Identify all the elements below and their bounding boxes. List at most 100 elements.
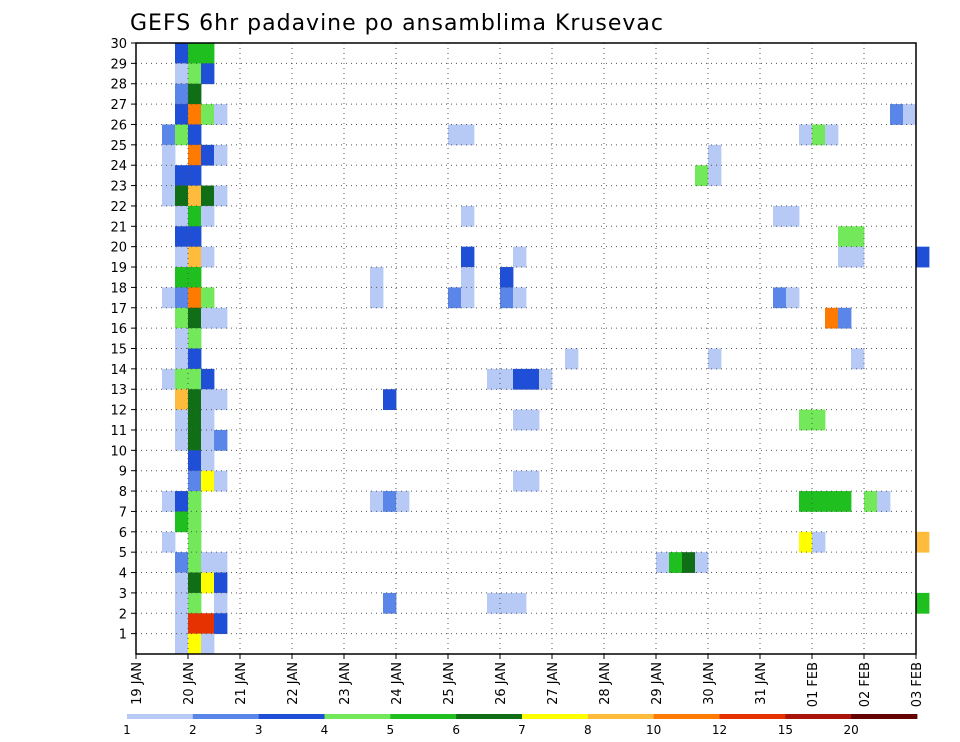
- x-tick-label: 24 JAN: [390, 662, 405, 705]
- heatmap-cell: [214, 389, 228, 410]
- heatmap-cell: [214, 592, 228, 614]
- y-axis: 1234567891011121314151617181920212223242…: [110, 37, 136, 643]
- heatmap-cell: [201, 389, 215, 410]
- colorbar-swatch: [324, 714, 391, 719]
- colorbar-label: 5: [387, 723, 395, 737]
- heatmap-cell: [175, 511, 189, 533]
- heatmap-cell: [201, 572, 215, 594]
- x-tick-label: 31 JAN: [754, 662, 769, 705]
- heatmap-cell: [188, 633, 202, 655]
- heatmap-cell: [370, 491, 384, 512]
- heatmap-cell: [175, 348, 189, 370]
- y-tick-label: 3: [119, 587, 127, 602]
- y-tick-label: 1: [119, 628, 127, 643]
- heatmap-cell: [565, 348, 579, 370]
- colorbar-label: 10: [646, 723, 661, 737]
- heatmap-cell: [461, 267, 475, 288]
- heatmap-cell: [175, 165, 189, 186]
- heatmap-cell: [799, 531, 813, 553]
- colorbar-swatch: [653, 714, 720, 719]
- heatmap-cell: [214, 429, 228, 451]
- colorbar-swatch: [587, 714, 655, 719]
- heatmap-cell: [175, 63, 189, 85]
- heatmap-cell: [201, 246, 215, 268]
- colorbar-swatch: [127, 714, 194, 719]
- heatmap-cell: [916, 246, 930, 268]
- heatmap-cell: [214, 104, 228, 125]
- heatmap-cell: [188, 409, 202, 431]
- heatmap-cell: [162, 368, 176, 390]
- y-tick-label: 30: [110, 37, 127, 52]
- heatmap-cell: [539, 368, 553, 390]
- colorbar-label: 3: [255, 723, 263, 737]
- heatmap-cell: [708, 348, 722, 370]
- x-tick-label: 02 FEB: [858, 662, 873, 707]
- heatmap-cell: [188, 592, 202, 614]
- heatmap-cell: [903, 104, 917, 125]
- heatmap-cell: [773, 205, 787, 227]
- colorbar-label: 2: [189, 723, 197, 737]
- heatmap-cell: [500, 267, 514, 288]
- y-tick-label: 6: [119, 526, 127, 541]
- colorbar-label: 6: [452, 723, 460, 737]
- y-tick-label: 4: [119, 567, 127, 582]
- heatmap-cell: [201, 307, 215, 329]
- heatmap-cell: [448, 124, 462, 146]
- heatmap-cell: [812, 124, 826, 146]
- y-tick-label: 23: [110, 180, 127, 195]
- heatmap-cell: [201, 450, 215, 472]
- heatmap-cell: [201, 185, 215, 207]
- heatmap-cell: [162, 185, 176, 207]
- y-tick-label: 25: [110, 139, 127, 154]
- y-tick-label: 29: [110, 57, 127, 72]
- heatmap-cell: [175, 185, 189, 207]
- heatmap-cell: [383, 389, 397, 410]
- y-tick-label: 8: [119, 485, 127, 500]
- colorbar-label: 12: [712, 723, 727, 737]
- y-tick-label: 24: [110, 159, 127, 174]
- heatmap-cell: [513, 368, 527, 390]
- heatmap-cell: [188, 165, 202, 186]
- colorbar-swatch: [390, 714, 457, 719]
- y-tick-label: 22: [110, 200, 127, 215]
- x-tick-label: 19 JAN: [130, 662, 145, 705]
- x-tick-label: 27 JAN: [546, 662, 561, 705]
- heatmap-cell: [162, 287, 176, 309]
- heatmap-cell: [461, 205, 475, 227]
- heatmap-cell: [656, 552, 670, 573]
- heatmap-cell: [188, 124, 202, 146]
- heatmap-cell: [214, 144, 228, 166]
- heatmap-cell: [487, 368, 501, 390]
- heatmap-cell: [175, 246, 189, 268]
- heatmap-cell: [188, 450, 202, 472]
- x-tick-label: 25 JAN: [442, 662, 457, 705]
- heatmap-cell: [214, 572, 228, 594]
- heatmap-cell: [188, 511, 202, 533]
- y-tick-label: 11: [110, 424, 127, 439]
- heatmap-cell: [201, 287, 215, 309]
- x-tick-label: 21 JAN: [234, 662, 249, 705]
- heatmap-cell: [188, 83, 202, 105]
- heatmap-cell: [890, 104, 904, 125]
- heatmap-cell: [188, 613, 202, 635]
- heatmap-cell: [487, 592, 501, 614]
- heatmap-cell: [162, 531, 176, 553]
- colorbar-label: 8: [584, 723, 592, 737]
- heatmap-cell: [175, 124, 189, 146]
- heatmap-cell: [188, 368, 202, 390]
- heatmap-cell: [188, 572, 202, 594]
- heatmap-cell: [461, 246, 475, 268]
- x-tick-label: 23 JAN: [338, 662, 353, 705]
- colorbar-label: 15: [778, 723, 793, 737]
- y-tick-label: 19: [110, 261, 127, 276]
- heatmap-cell: [188, 43, 202, 64]
- y-tick-label: 7: [119, 505, 127, 520]
- y-tick-label: 15: [110, 343, 127, 358]
- heatmap-cell: [162, 124, 176, 146]
- heatmap-cell: [851, 348, 865, 370]
- y-tick-label: 28: [110, 78, 127, 93]
- heatmap-cell: [188, 470, 202, 492]
- colorbar-label: 4: [321, 723, 329, 737]
- colorbar-swatch: [851, 714, 918, 719]
